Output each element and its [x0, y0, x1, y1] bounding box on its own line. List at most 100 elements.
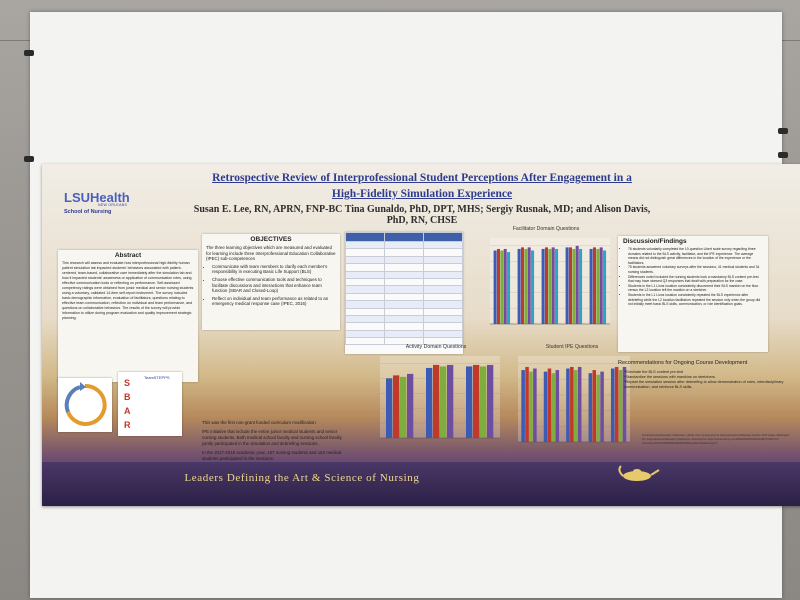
recommendations-section: Recommendations for Ongoing Course Devel… [618, 360, 788, 390]
logo-health-text: Health [90, 190, 130, 205]
objective-item: Reflect on individual and team performan… [212, 296, 336, 307]
logo-lsu-text: LSU [64, 190, 90, 205]
chart-bar [466, 366, 473, 438]
recommendations-heading: Recommendations for Ongoing Course Devel… [618, 360, 748, 366]
closed-loop-diagram [58, 378, 112, 432]
poster-tagline: Leaders Defining the Art & Science of Nu… [184, 472, 420, 484]
chart-bar [555, 248, 559, 324]
objective-item: Communicate with team members to clarify… [212, 264, 336, 275]
chart-bar [493, 250, 497, 324]
chart-bar [529, 371, 533, 442]
title-line-1: Retrospective Review of Interprofessiona… [212, 172, 632, 184]
chart-bar [447, 364, 454, 438]
program-text: In the 2017-2018 academic year, 187 nurs… [202, 450, 342, 461]
student-ipe-chart [518, 356, 630, 443]
table-cell [345, 232, 385, 242]
chart-bar [547, 368, 552, 442]
chart-bar [440, 366, 447, 438]
board-clip [778, 128, 788, 134]
objective-item: Choose effective communication tools and… [212, 277, 336, 294]
chart-bar [574, 370, 578, 442]
research-poster: LSUHealth NEW ORLEANS School of Nursing … [42, 164, 800, 506]
objectives-panel: OBJECTIVES The three learning objectives… [202, 234, 340, 330]
discussion-item: 75 students answered voluntary surveys a… [628, 265, 764, 274]
objectives-intro: The three learning objectives which are … [206, 245, 336, 262]
abstract-panel: Abstract This research will assess and e… [58, 250, 198, 382]
chart-bar [507, 252, 511, 324]
chart-bar [393, 375, 400, 438]
recommendation-item: *Standardize the sessions with manikins … [624, 375, 716, 379]
chart-bar [525, 366, 529, 442]
table-cell [423, 232, 463, 242]
discussion-list: 76 students voluntarily completed the 10… [618, 247, 768, 307]
facilitator-chart-title: Facilitator Domain Questions [512, 226, 580, 232]
chart-bar [473, 364, 480, 438]
chart-bar [596, 374, 600, 442]
references-text: Interprofessional Education Collaborativ… [642, 434, 790, 445]
chart-bar [618, 370, 623, 442]
chart-bar [500, 250, 504, 324]
sbar-letter-a: A [124, 406, 131, 416]
facilitator-domain-chart [490, 238, 610, 325]
chart-bar [614, 366, 619, 442]
sbar-card: TeamSTEPPS S B A R [118, 372, 182, 436]
ipe-chart-title: Student IPE Questions [545, 344, 599, 350]
closed-loop-icon [64, 382, 107, 426]
poster-authors: Susan E. Lee, RN, APRN, FNP-BC Tina Guna… [193, 204, 651, 226]
chart-bar [565, 247, 569, 324]
activity-domain-chart [380, 356, 500, 439]
chart-bar [600, 371, 604, 442]
chart-bar [572, 248, 576, 324]
program-description: This was the first non-grant funded curr… [202, 420, 348, 465]
chart-bar [610, 368, 615, 442]
sbar-letter-r: R [124, 420, 131, 430]
chart-bar [503, 248, 507, 324]
discussion-panel: Discussion/Findings 76 students voluntar… [618, 236, 768, 352]
sbar-letter-s: S [124, 378, 131, 388]
objectives-list: Communicate with team members to clarify… [202, 264, 340, 307]
chart-bar [517, 248, 521, 324]
footer-band [42, 462, 800, 506]
chart-bar [551, 373, 556, 442]
logo-school-text: School of Nursing [64, 209, 112, 215]
chart-bar [543, 371, 548, 442]
chart-bar [527, 247, 531, 324]
discussion-item: 76 students voluntarily completed the 10… [628, 247, 764, 265]
poster-title: Retrospective Review of Interprofessiona… [192, 170, 652, 202]
chart-bar [480, 366, 487, 438]
survey-table [345, 232, 463, 346]
chart-bar [592, 247, 596, 324]
chart-bar [603, 250, 607, 324]
logo-sub-text: NEW ORLEANS [98, 203, 128, 207]
discussion-heading: Discussion/Findings [623, 238, 687, 245]
chart-bar [592, 370, 597, 442]
title-line-2: High-Fidelity Simulation Experience [331, 188, 513, 200]
chart-bar [524, 248, 528, 324]
chart-bar [566, 368, 570, 442]
chart-bar [599, 247, 603, 324]
chart-bar [551, 247, 555, 324]
teamstepps-header: TeamSTEPPS [144, 375, 170, 380]
chart-bar [386, 378, 393, 438]
chart-bar [622, 366, 627, 442]
program-text: IPE initiative that include the entire j… [202, 429, 342, 446]
chart-bar [541, 248, 545, 324]
lsu-health-logo: LSUHealth NEW ORLEANS School of Nursing [64, 190, 130, 215]
discussion-item: Students in the L1 Lions location consis… [628, 293, 764, 307]
abstract-heading: Abstract [114, 252, 142, 259]
chart-bar [407, 373, 414, 438]
chart-bar [596, 248, 600, 324]
sbar-letter-b: B [124, 392, 131, 402]
foam-board: LSUHealth NEW ORLEANS School of Nursing … [24, 12, 800, 598]
chart-bar [496, 248, 500, 324]
chart-bar [426, 367, 433, 438]
chart-bar [520, 247, 524, 324]
chart-bar [575, 245, 579, 324]
chart-bar [533, 368, 537, 442]
table-cell [384, 232, 424, 242]
recommendation-item: *Eliminate the BLS content pre-test [624, 370, 684, 374]
chart-bar [579, 248, 583, 324]
chart-bar [588, 373, 593, 442]
chart-bar [577, 366, 582, 442]
board-clip [778, 152, 788, 158]
